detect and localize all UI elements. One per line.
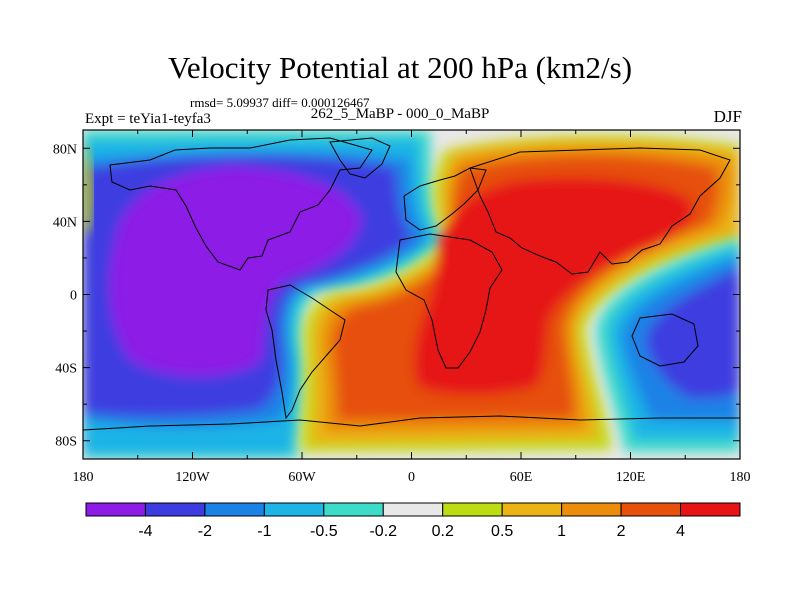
- colorbar-box: [323, 502, 384, 517]
- chart-title: Velocity Potential at 200 hPa (km2/s): [167, 50, 633, 85]
- field-band-neg-4: [109, 166, 362, 377]
- colorbar-label: -1: [257, 523, 271, 540]
- x-tick-label: 180: [73, 470, 94, 485]
- coast-north-america: [109, 137, 373, 271]
- axes: 180 120W 60W 0 60E 120E 180 80N 40N 0 40S 80S: [53, 130, 751, 485]
- colorbar-label: -0.5: [310, 523, 338, 540]
- colorbar-box: [382, 502, 444, 517]
- y-tick-label: 40S: [55, 362, 77, 377]
- colorbar-label: -4: [138, 523, 152, 540]
- colorbar-box: [620, 502, 682, 517]
- coast-antarctica: [83, 415, 740, 431]
- x-tick-label: 0: [408, 470, 415, 485]
- colorbar-box: [144, 502, 206, 517]
- colorbar-label: 2: [617, 523, 626, 540]
- x-tick-label: 120W: [175, 470, 210, 485]
- y-tick-label: 80S: [55, 435, 77, 450]
- x-tick-label: 60W: [288, 470, 316, 485]
- y-tick-label: 80N: [53, 142, 77, 157]
- coast-asia: [469, 147, 731, 275]
- subtitle: 262_5_MaBP - 000_0_MaBP: [310, 106, 490, 122]
- colorbar-box: [442, 502, 503, 517]
- colorbar-label: -2: [198, 523, 212, 540]
- stats-line: rmsd= 5.09937 diff= 0.000126467: [190, 95, 370, 110]
- colorbar-label: 1: [557, 523, 566, 540]
- field-band-pos-4: [414, 177, 693, 395]
- season-label: DJF: [713, 107, 742, 126]
- field-wrap-pos: [83, 140, 93, 235]
- colorbar-box: [501, 502, 563, 517]
- colorbar-label: 4: [676, 523, 685, 540]
- colorbar-label: -0.2: [369, 523, 397, 540]
- coast-greenland: [329, 137, 391, 179]
- x-tick-label: 120E: [616, 470, 646, 485]
- colorbar-box: [85, 502, 146, 517]
- coast-australia: [631, 313, 699, 367]
- colorbar-box: [263, 502, 325, 517]
- colorbar-box: [204, 502, 265, 517]
- field-east-neg-2: [646, 268, 740, 399]
- x-tick-label: 180: [730, 470, 751, 485]
- colorbar-box: [561, 502, 622, 517]
- coastlines: [83, 137, 740, 431]
- colorbar: -4 -2 -1 -0.5 -0.2 0.2 0.5 1 2 4: [85, 502, 741, 540]
- colorbar-label: 0.5: [491, 523, 513, 540]
- colorbar-label: 0.2: [432, 523, 454, 540]
- y-tick-label: 0: [70, 289, 77, 304]
- experiment-label: Expt = teYia1-teyfa3: [85, 111, 211, 127]
- colorbar-box: [680, 502, 741, 517]
- x-tick-label: 60E: [510, 470, 533, 485]
- velocity-potential-field: [83, 130, 740, 459]
- coast-africa: [395, 233, 503, 369]
- coast-south-america: [265, 284, 346, 420]
- y-tick-label: 40N: [53, 215, 77, 230]
